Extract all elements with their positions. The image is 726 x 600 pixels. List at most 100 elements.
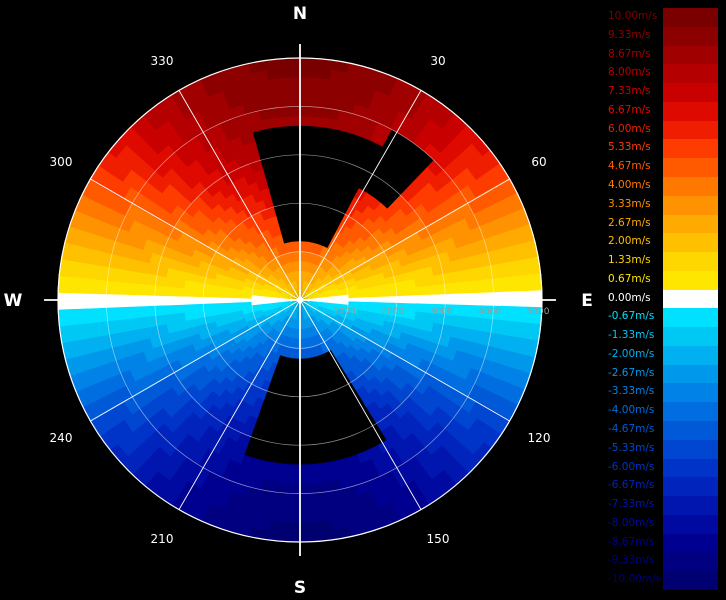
- velocity-bin: [506, 335, 520, 356]
- legend-entry: 4.00m/s: [604, 176, 718, 197]
- velocity-bin: [232, 305, 243, 313]
- velocity-bin: [306, 285, 315, 294]
- velocity-bin: [284, 502, 302, 514]
- velocity-bin: [230, 347, 243, 359]
- velocity-bin: [333, 344, 345, 356]
- legend-label: 9.33m/s: [608, 28, 651, 41]
- velocity-bin: [291, 328, 297, 339]
- velocity-bin: [353, 351, 366, 364]
- legend-entry: 6.00m/s: [604, 120, 718, 140]
- velocity-bin: [145, 272, 158, 286]
- velocity-bin: [154, 273, 167, 287]
- velocity-bin: [335, 233, 347, 246]
- velocity-bin: [148, 334, 163, 349]
- velocity-bin: [320, 331, 329, 342]
- velocity-bin: [128, 364, 144, 382]
- legend-swatch: [663, 496, 718, 516]
- velocity-bin: [487, 332, 501, 351]
- velocity-bin: [101, 375, 118, 395]
- velocity-bin: [241, 243, 254, 255]
- velocity-bin: [309, 326, 317, 337]
- legend-entry: -3.33m/s: [604, 383, 718, 403]
- velocity-bin: [216, 108, 235, 124]
- velocity-bin: [346, 311, 357, 319]
- velocity-bin: [311, 472, 327, 485]
- velocity-bin: [262, 196, 274, 210]
- velocity-bin: [333, 316, 345, 325]
- legend-entry: 0.67m/s: [604, 270, 718, 291]
- velocity-bin: [344, 277, 356, 286]
- velocity-bin: [370, 131, 388, 147]
- velocity-bin: [317, 286, 328, 293]
- velocity-bin: [134, 281, 147, 296]
- velocity-bin: [280, 314, 289, 325]
- legend-label: 2.00m/s: [608, 235, 651, 248]
- velocity-bin: [238, 247, 250, 259]
- velocity-bin: [256, 257, 267, 268]
- velocity-bin: [275, 344, 284, 356]
- velocity-bin: [350, 325, 362, 335]
- velocity-bin: [293, 309, 298, 320]
- velocity-bin: [346, 281, 357, 289]
- velocity-bin: [116, 384, 133, 403]
- velocity-bin: [353, 317, 366, 326]
- velocity-bin: [291, 318, 297, 329]
- velocity-bin: [273, 115, 289, 128]
- velocity-bin: [229, 329, 242, 340]
- velocity-bin: [302, 309, 306, 320]
- velocity-bin: [335, 311, 347, 319]
- velocity-bin: [314, 67, 334, 80]
- velocity-bin: [305, 283, 313, 293]
- velocity-bin: [323, 470, 340, 483]
- velocity-bin: [333, 332, 344, 343]
- velocity-bin: [530, 306, 543, 327]
- velocity-bin: [311, 482, 328, 494]
- velocity-bin: [456, 245, 470, 261]
- velocity-bin: [491, 163, 511, 185]
- velocity-bin: [240, 328, 252, 339]
- velocity-bin: [281, 292, 291, 298]
- velocity-bin: [227, 343, 240, 355]
- velocity-bin: [313, 501, 331, 514]
- velocity-bin: [345, 228, 357, 241]
- velocity-bin: [189, 86, 211, 104]
- velocity-bin: [288, 283, 295, 293]
- velocity-bin: [202, 302, 214, 311]
- velocity-bin: [89, 415, 109, 437]
- velocity-bin: [285, 272, 293, 283]
- velocity-bin: [520, 223, 536, 245]
- velocity-bin: [271, 304, 282, 310]
- velocity-bin: [328, 304, 339, 310]
- velocity-bin: [385, 282, 397, 292]
- velocity-bin: [453, 281, 466, 296]
- velocity-bin: [77, 260, 91, 279]
- velocity-bin: [340, 225, 352, 238]
- azimuth-label: 240: [50, 431, 73, 445]
- legend-entry: 0.00m/s: [604, 289, 718, 309]
- velocity-bin: [317, 307, 328, 314]
- legend-swatch: [663, 289, 718, 309]
- velocity-bin: [322, 460, 338, 474]
- velocity-bin: [105, 278, 118, 295]
- velocity-bin: [502, 306, 514, 324]
- velocity-bin: [251, 287, 263, 294]
- legend-swatch: [663, 308, 718, 328]
- velocity-bin: [280, 275, 289, 286]
- velocity-bin: [353, 236, 366, 249]
- velocity-bin: [345, 332, 357, 343]
- legend-swatch: [663, 8, 718, 28]
- velocity-bin: [328, 323, 339, 333]
- velocity-bin: [83, 196, 101, 218]
- velocity-bin: [144, 304, 156, 318]
- velocity-bin: [357, 301, 369, 308]
- velocity-bin: [316, 285, 327, 292]
- velocity-bin: [288, 307, 295, 317]
- velocity-bin: [144, 282, 156, 296]
- velocity-bin: [204, 80, 225, 98]
- velocity-bin: [298, 493, 316, 504]
- velocity-bin: [386, 302, 398, 311]
- velocity-bin: [315, 266, 324, 277]
- velocity-bin: [92, 378, 110, 399]
- velocity-bin: [290, 308, 297, 319]
- velocity-bin: [272, 224, 282, 237]
